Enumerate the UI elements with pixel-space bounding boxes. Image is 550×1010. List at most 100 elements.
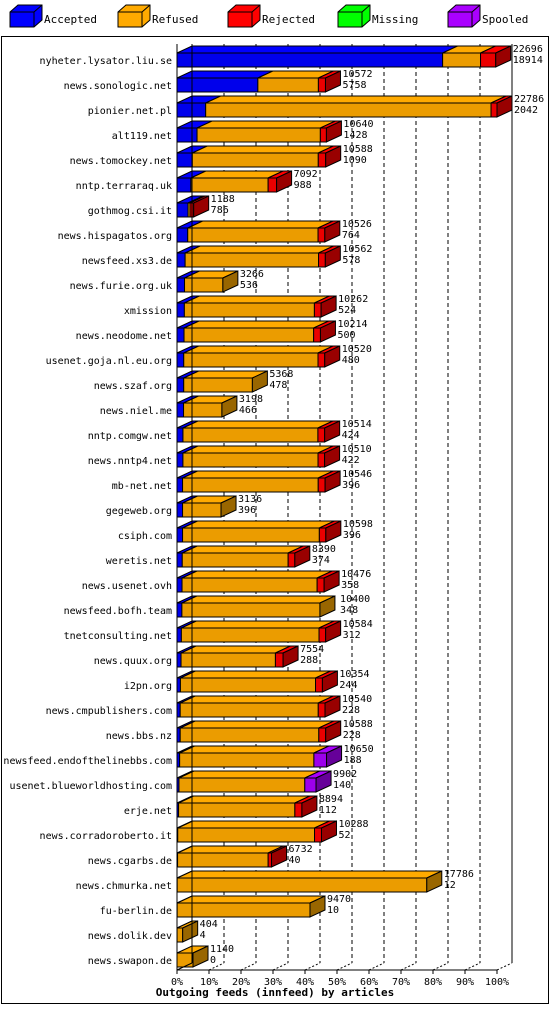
- category-label: i2pn.org: [124, 681, 172, 692]
- tick-depth-line: [401, 963, 416, 970]
- bar-refused-top: [178, 821, 330, 828]
- category-label: news.cgarbs.de: [88, 856, 172, 867]
- bar-accepted: [177, 278, 185, 292]
- accepted-value-label: 348: [340, 605, 358, 616]
- bar-rejected: [316, 678, 323, 692]
- tick-depth-line: [433, 963, 448, 970]
- legend-label-missing: Missing: [372, 13, 418, 26]
- offered-value-label: 1188: [211, 194, 235, 205]
- tick-depth-line: [241, 963, 256, 970]
- bar-accepted: [177, 403, 184, 417]
- bar-refused-top: [180, 696, 333, 703]
- bar-rejected: [318, 78, 325, 92]
- offered-value-label: 10214: [337, 319, 367, 330]
- category-label: nntp.comgw.net: [88, 431, 172, 442]
- bar-refused-top: [181, 646, 290, 653]
- accepted-value-label: 988: [294, 180, 312, 191]
- bar-refused: [183, 428, 318, 442]
- offered-value-label: 22786: [514, 94, 544, 105]
- legend-swatch-refused: [118, 5, 150, 27]
- bar-refused: [192, 153, 318, 167]
- tick-depth-line: [273, 963, 288, 970]
- category-label: usenet.blueworldhosting.com: [9, 781, 172, 792]
- offered-value-label: 10400: [340, 594, 370, 605]
- accepted-value-label: 374: [312, 555, 330, 566]
- bar-refused: [177, 878, 427, 892]
- accepted-value-label: 288: [300, 655, 318, 666]
- category-label: news.neodome.net: [76, 331, 172, 342]
- accepted-value-label: 480: [342, 355, 360, 366]
- bar-accepted: [177, 353, 184, 367]
- bar-accepted: [177, 428, 183, 442]
- x-tick-label: 80%: [424, 977, 442, 988]
- offered-value-label: 10510: [342, 444, 372, 455]
- bar-rejected: [481, 53, 496, 67]
- bar-rejected: [491, 103, 497, 117]
- category-label: xmission: [124, 306, 172, 317]
- offered-value-label: 10526: [342, 219, 372, 230]
- accepted-value-label: 52: [338, 830, 350, 841]
- category-label: tnetconsulting.net: [64, 631, 172, 642]
- accepted-value-label: 140: [333, 780, 351, 791]
- accepted-value-label: 228: [342, 705, 360, 716]
- bar-rejected: [318, 428, 325, 442]
- bar-refused-top: [178, 846, 284, 853]
- accepted-value-label: 228: [343, 730, 361, 741]
- accepted-value-label: 5758: [342, 80, 366, 91]
- category-label: news.cmpublishers.com: [46, 706, 172, 717]
- bar-spooled: [314, 753, 327, 767]
- bar-refused-top: [188, 221, 333, 228]
- bar-refused: [178, 853, 269, 867]
- bar-refused: [184, 378, 253, 392]
- offered-value-label: 8894: [319, 794, 343, 805]
- category-label: pionier.net.pl: [88, 106, 172, 117]
- offered-value-label: 10514: [342, 419, 372, 430]
- bar-refused: [179, 803, 295, 817]
- accepted-value-label: 4: [200, 930, 206, 941]
- bar-refused-top: [206, 96, 506, 103]
- accepted-value-label: 424: [342, 430, 360, 441]
- bar-refused: [184, 303, 314, 317]
- tick-depth-line: [465, 963, 480, 970]
- category-label: news.dolik.dev: [88, 931, 172, 942]
- bar-rejected: [288, 553, 295, 567]
- category-label: newsfeed.xs3.de: [82, 256, 172, 267]
- accepted-value-label: 500: [337, 330, 355, 341]
- bar-accepted: [177, 528, 183, 542]
- bar-refused: [180, 703, 318, 717]
- bar-rejected: [315, 828, 322, 842]
- bar-refused: [181, 628, 319, 642]
- bar-refused-top: [183, 446, 333, 453]
- bar-refused: [184, 328, 314, 342]
- bar-accepted: [177, 453, 183, 467]
- category-label: news.niel.me: [100, 406, 172, 417]
- offered-value-label: 5368: [269, 369, 293, 380]
- bar-refused: [183, 528, 320, 542]
- category-label: nntp.terraraq.uk: [76, 181, 172, 192]
- bar-refused-top: [182, 546, 303, 553]
- accepted-value-label: 578: [342, 255, 360, 266]
- bar-refused: [188, 228, 318, 242]
- bar-rejected: [319, 728, 326, 742]
- bar-rejected: [318, 153, 325, 167]
- bar-accepted: [177, 628, 181, 642]
- accepted-value-label: 40: [289, 855, 301, 866]
- offered-value-label: 10476: [341, 569, 371, 580]
- bar-refused-top: [185, 246, 333, 253]
- bar-rejected: [319, 528, 325, 542]
- tick-depth-line: [337, 963, 352, 970]
- bar-refused: [182, 578, 317, 592]
- category-label: news.hispagatos.org: [58, 231, 172, 242]
- bar-refused: [177, 928, 183, 942]
- legend-swatch-rejected: [228, 5, 260, 27]
- bar-refused-top: [182, 596, 335, 603]
- offered-value-label: 10288: [338, 819, 368, 830]
- offered-value-label: 10520: [342, 344, 372, 355]
- offered-value-label: 10588: [343, 144, 373, 155]
- offered-value-label: 3266: [240, 269, 264, 280]
- tick-depth-line: [305, 963, 320, 970]
- category-label: mb-net.net: [112, 481, 172, 492]
- bar-refused: [180, 678, 315, 692]
- accepted-value-label: 396: [343, 530, 361, 541]
